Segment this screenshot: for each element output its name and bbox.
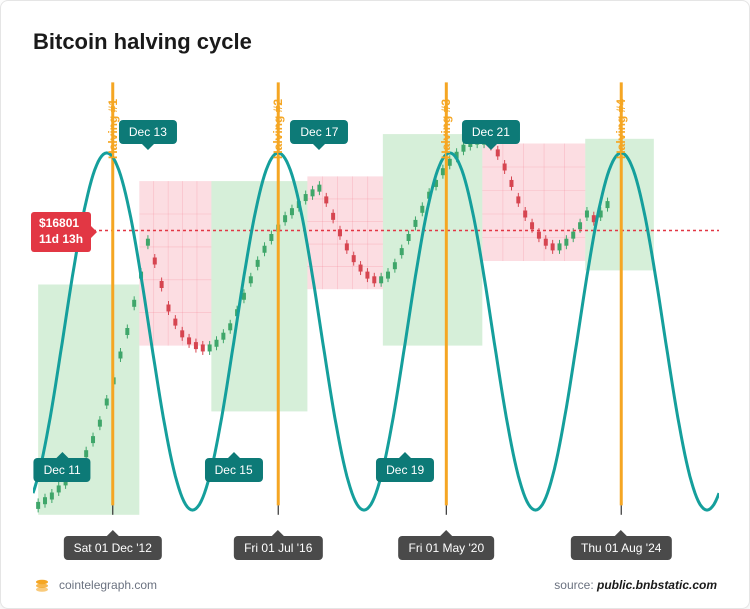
footer: cointelegraph.com source: public.bnbstat…	[33, 576, 717, 594]
candle-body	[304, 194, 308, 201]
chart-area: Halving #1Halving #2Halving #3Halving #4…	[33, 73, 717, 543]
candle-body	[311, 189, 315, 196]
halving-label: Halving #2	[269, 99, 287, 159]
candle-body	[118, 352, 122, 359]
trough-label: Dec 11	[34, 458, 91, 482]
halving-date: Fri 01 May '20	[398, 536, 494, 560]
trough-label: Dec 15	[205, 458, 263, 482]
candle-body	[50, 493, 54, 500]
candle-body	[379, 276, 383, 283]
candle-body	[173, 319, 177, 326]
candle-body	[448, 159, 452, 166]
candle-body	[461, 145, 465, 152]
candle-body	[160, 281, 164, 288]
footer-right: source: public.bnbstatic.com	[554, 578, 717, 592]
peak-label: Dec 13	[119, 120, 177, 144]
footer-site: cointelegraph.com	[59, 578, 157, 592]
chart-title: Bitcoin halving cycle	[33, 29, 717, 55]
candle-body	[530, 222, 534, 229]
candle-body	[180, 330, 184, 337]
halving-date: Sat 01 Dec '12	[64, 536, 162, 560]
candle-body	[496, 149, 500, 156]
green-region	[383, 134, 482, 346]
green-region	[211, 181, 307, 411]
halving-label: Halving #4	[612, 99, 630, 159]
candle-body	[256, 260, 260, 267]
candle-body	[523, 211, 527, 218]
pink-region	[482, 144, 585, 262]
candle-body	[352, 255, 356, 262]
coin-logo-icon	[33, 576, 51, 594]
candle-body	[146, 239, 150, 246]
candle-body	[91, 436, 95, 443]
peak-label: Dec 17	[290, 120, 348, 144]
candle-body	[345, 243, 349, 250]
candle-body	[43, 497, 47, 504]
candle-body	[153, 258, 157, 265]
halving-date: Fri 01 Jul '16	[234, 536, 322, 560]
candle-body	[585, 211, 589, 218]
candle-body	[365, 272, 369, 279]
halving-label: Halving #3	[437, 99, 455, 159]
candle-body	[215, 340, 219, 347]
candle-body	[393, 262, 397, 269]
candle-body	[132, 300, 136, 307]
price-badge: $1680111d 13h.price-badge::after{border-…	[31, 212, 91, 251]
candle-body	[36, 502, 40, 509]
candle-body	[125, 328, 129, 335]
candle-body	[509, 180, 513, 187]
candle-body	[571, 232, 575, 239]
pink-region	[307, 176, 382, 289]
candle-body	[208, 344, 212, 351]
candle-body	[98, 420, 102, 427]
candle-body	[551, 243, 555, 250]
candle-body	[194, 342, 198, 349]
candle-body	[413, 220, 417, 227]
candle-body	[372, 276, 376, 283]
candle-body	[606, 201, 610, 208]
chart-card: Bitcoin halving cycle Halving #1Halving …	[0, 0, 750, 609]
candle-body	[228, 323, 232, 330]
candle-body	[400, 248, 404, 255]
candle-body	[564, 239, 568, 246]
candle-body	[283, 215, 287, 222]
candle-body	[105, 399, 109, 406]
candle-body	[221, 333, 225, 340]
candle-body	[407, 234, 411, 241]
candle-body	[269, 234, 273, 241]
trough-label: Dec 19	[376, 458, 434, 482]
candle-body	[317, 185, 321, 192]
candle-body	[324, 196, 328, 203]
candle-body	[331, 213, 335, 220]
candle-body	[516, 196, 520, 203]
price-time: 11d 13h	[39, 232, 83, 248]
candle-body	[187, 337, 191, 344]
halving-date: Thu 01 Aug '24	[571, 536, 671, 560]
candle-body	[503, 164, 507, 171]
candle-body	[57, 485, 61, 492]
candle-body	[544, 239, 548, 246]
price-value: $16801	[39, 216, 83, 232]
candle-body	[166, 305, 170, 312]
candle-body	[420, 206, 424, 213]
source-value: public.bnbstatic.com	[597, 578, 717, 592]
candle-body	[578, 222, 582, 229]
footer-left: cointelegraph.com	[33, 576, 157, 594]
candle-body	[290, 208, 294, 215]
source-label: source:	[554, 578, 597, 592]
peak-label: Dec 21	[462, 120, 520, 144]
candle-body	[249, 276, 253, 283]
candle-body	[359, 265, 363, 272]
candle-body	[263, 246, 267, 253]
candle-body	[441, 168, 445, 175]
candle-body	[84, 450, 88, 457]
candle-body	[201, 344, 205, 351]
candle-body	[386, 272, 390, 279]
candle-body	[558, 243, 562, 250]
candle-body	[537, 232, 541, 239]
